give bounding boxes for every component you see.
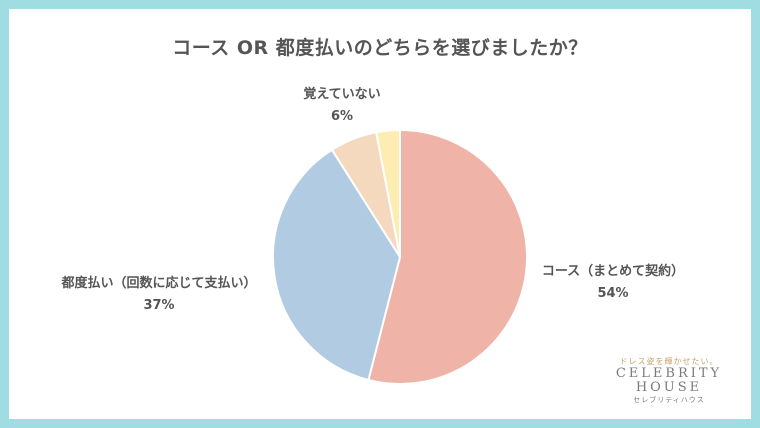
- slice-value-label-3: 6%: [331, 109, 353, 124]
- brand-logo: ドレス姿を輝かせたい。 CELEBRITY HOUSE セレブリティハウス: [609, 356, 729, 405]
- slice-label-1: コース（まとめて契約）: [542, 263, 684, 279]
- logo-brand-line2: HOUSE: [635, 380, 703, 395]
- chart-title: コース OR 都度払いのどちらを選びましたか？: [172, 37, 588, 59]
- pie-slice-4: [375, 128, 401, 258]
- chart-card: コース OR 都度払いのどちらを選びましたか？ コース（まとめて契約） 54% 都度…: [9, 9, 751, 419]
- logo-tagline: ドレス姿を輝かせたい。: [619, 357, 719, 366]
- slice-label-3: 覚えていない: [302, 86, 380, 102]
- logo-brand-line1: CELEBRITY: [615, 366, 723, 381]
- slice-value-label-1: 54%: [597, 286, 628, 301]
- slice-value-label-2: 37%: [143, 298, 174, 313]
- pie-slice-1: [367, 128, 528, 385]
- logo-brand-kana: セレブリティハウス: [633, 396, 705, 404]
- slice-label-2: 都度払い（回数に応じて支払い）: [60, 275, 256, 291]
- pie-chart: コース（まとめて契約） 54% 都度払い（回数に応じて支払い） 37% 覚えていない 6%: [60, 86, 684, 385]
